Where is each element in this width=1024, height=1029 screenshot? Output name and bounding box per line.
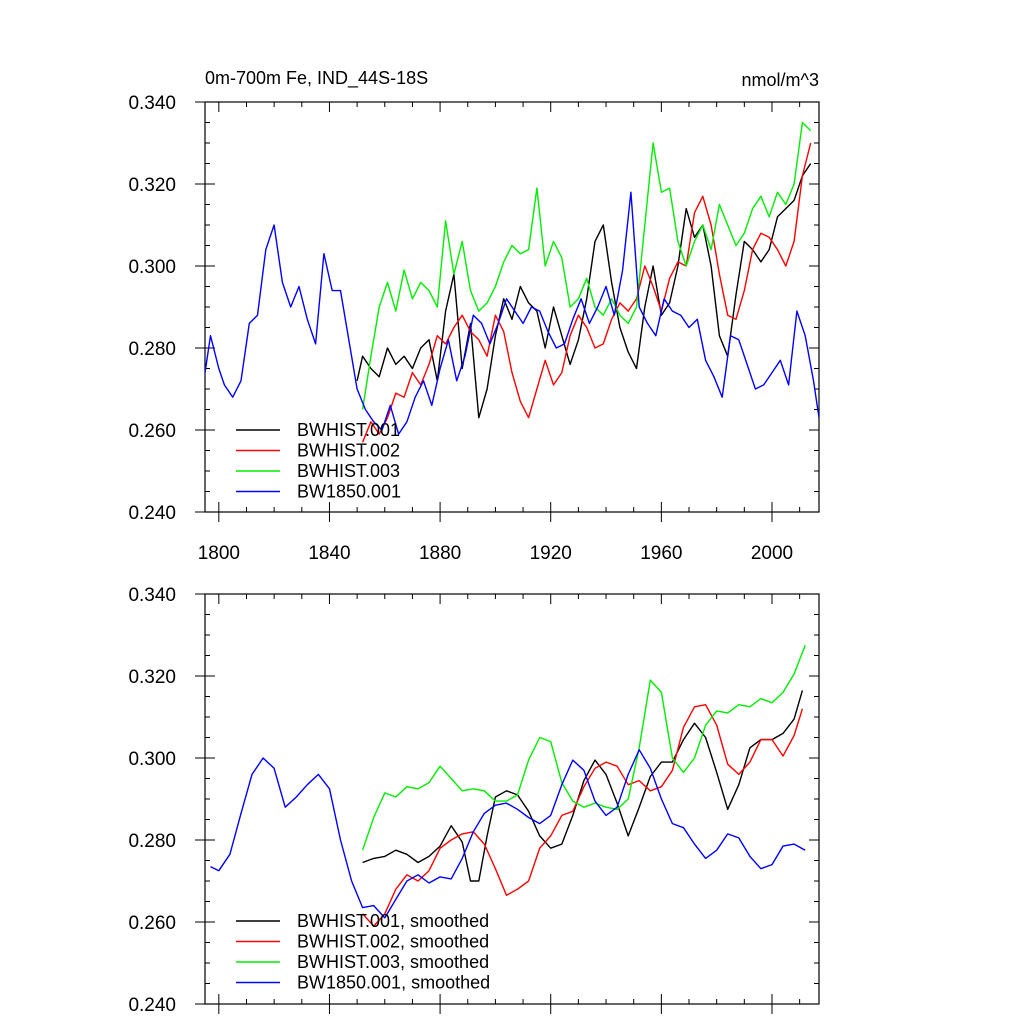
y-tick-label: 0.320 bbox=[128, 667, 176, 688]
y-tick-label: 0.280 bbox=[128, 831, 176, 852]
x-tick-label: 2000 bbox=[751, 543, 793, 564]
series-line-bwhist-001 bbox=[356, 163, 812, 419]
series-line-bwhist-003-smoothed bbox=[361, 645, 806, 851]
y-tick-label: 0.240 bbox=[128, 503, 176, 524]
x-tick-label: 1920 bbox=[530, 543, 572, 564]
y-tick-label: 0.300 bbox=[128, 749, 176, 770]
y-tick-label: 0.260 bbox=[128, 913, 176, 934]
legend-label-bwhist-003: BWHIST.003 bbox=[297, 461, 400, 481]
series-line-bwhist-002 bbox=[361, 142, 812, 443]
x-tick-label: 1800 bbox=[198, 543, 240, 564]
legend-label-bw1850-001: BW1850.001 bbox=[297, 482, 401, 502]
y-tick-label: 0.240 bbox=[128, 995, 176, 1016]
y-tick-label: 0.260 bbox=[128, 421, 176, 442]
legend-label-bwhist-002-smoothed: BWHIST.002, smoothed bbox=[297, 932, 489, 952]
series-line-bwhist-003 bbox=[361, 121, 812, 410]
y-tick-label: 0.280 bbox=[128, 339, 176, 360]
y-tick-label: 0.340 bbox=[128, 93, 176, 114]
y-tick-label: 0.300 bbox=[128, 257, 176, 278]
chart-title: 0m-700m Fe, IND_44S-18S bbox=[205, 68, 428, 89]
series-line-bwhist-002-smoothed bbox=[362, 704, 804, 927]
series-line-bw1850-001 bbox=[205, 191, 819, 435]
x-tick-label: 1840 bbox=[308, 543, 350, 564]
x-tick-label: 1960 bbox=[640, 543, 682, 564]
x-tick-label: 1880 bbox=[419, 543, 461, 564]
legend-label-bw1850-001-smoothed: BW1850.001, smoothed bbox=[297, 973, 490, 993]
series-line-bw1850-001-smoothed bbox=[210, 749, 806, 919]
y-tick-label: 0.340 bbox=[128, 585, 176, 606]
chart-panel-bottom: 0.240 0.260 0.280 0.300 0.320 0.340 BWHIST.001… bbox=[128, 585, 820, 1016]
legend-label-bwhist-001-smoothed: BWHIST.001, smoothed bbox=[297, 911, 489, 931]
chart-panel-top: 1800 1840 1880 1920 1960 2000 0.240 0.260 0.280 0… bbox=[128, 68, 820, 564]
legend-label-bwhist-001: BWHIST.001 bbox=[297, 420, 400, 440]
series-line-bwhist-001-smoothed bbox=[362, 690, 804, 882]
legend-label-bwhist-002: BWHIST.002 bbox=[297, 441, 400, 461]
legend-label-bwhist-003-smoothed: BWHIST.003, smoothed bbox=[297, 952, 489, 972]
y-tick-label: 0.320 bbox=[128, 175, 176, 196]
units-label: nmol/m^3 bbox=[742, 70, 819, 90]
